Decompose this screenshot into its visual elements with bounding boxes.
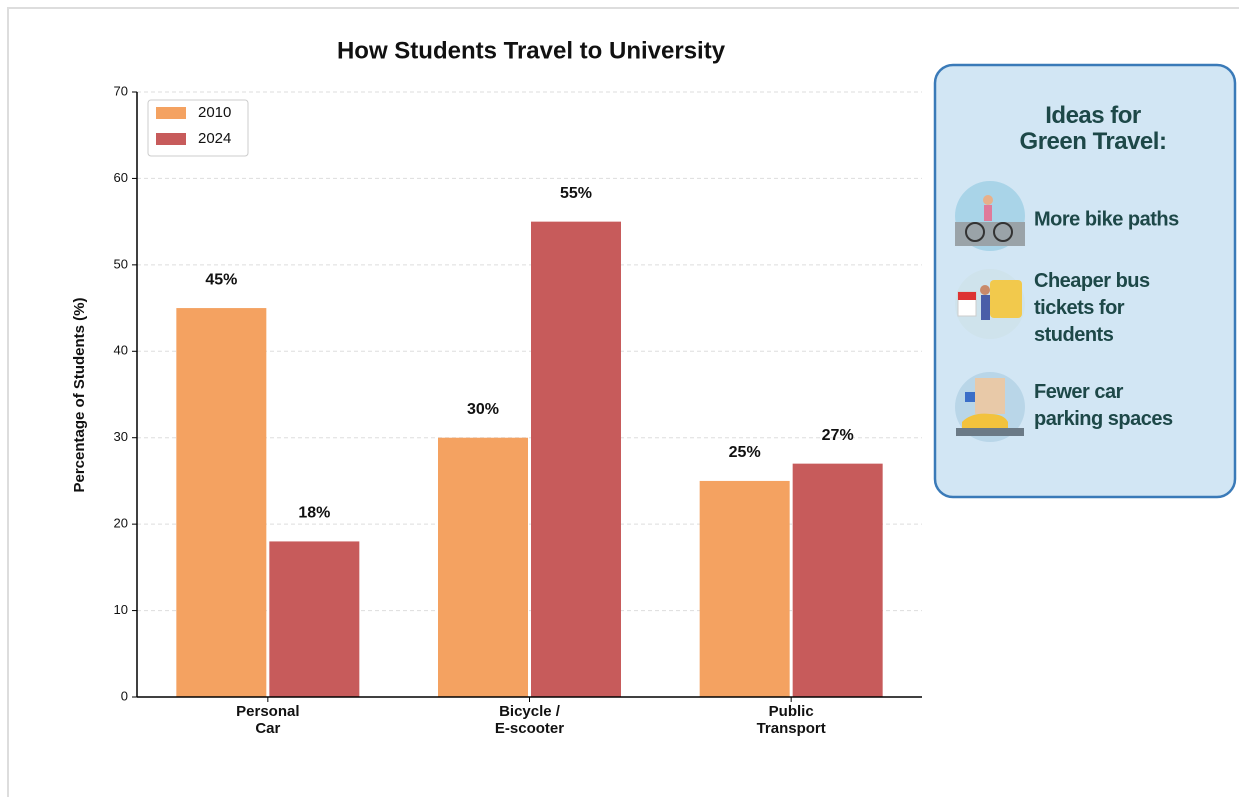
legend-label: 2010: [198, 104, 231, 121]
y-tick-label: 20: [114, 516, 128, 531]
text-line: Car: [255, 720, 280, 737]
value-label: 30%: [467, 401, 499, 418]
value-label: 25%: [729, 444, 761, 461]
value-label: 55%: [560, 185, 592, 202]
panel-item: Fewer car parking spaces: [1034, 381, 1173, 430]
panel-title: Ideas for Green Travel:: [1020, 102, 1167, 155]
text-line: Cheaper bus: [1034, 270, 1150, 292]
icon-bus: [955, 269, 1025, 339]
text-line: Bicycle /: [499, 703, 561, 720]
bar: [699, 480, 790, 697]
y-tick-label: 10: [114, 602, 128, 617]
value-label: 45%: [205, 271, 237, 288]
text-line: parking spaces: [1034, 408, 1173, 430]
text-line: Personal: [236, 703, 299, 720]
x-tick-label: Public Transport: [757, 703, 826, 737]
bar: [792, 463, 883, 697]
panel-item: Cheaper bus tickets for students: [1034, 270, 1150, 346]
y-tick-label: 0: [121, 688, 128, 703]
bar: [176, 308, 267, 697]
icon-bike: [955, 181, 1025, 251]
bar: [438, 437, 528, 697]
legend-swatch: [156, 133, 186, 145]
x-tick-label: Bicycle / E-scooter: [495, 703, 564, 737]
y-tick-label: 60: [114, 170, 128, 185]
y-tick-label: 40: [114, 343, 128, 358]
frame: [7, 7, 1239, 797]
x-tick-label: Personal Car: [236, 703, 299, 737]
chart-title: How Students Travel to University: [337, 37, 726, 64]
legend-label: 2024: [198, 130, 231, 147]
y-tick-label: 50: [114, 256, 128, 271]
y-axis-label: Percentage of Students (%): [71, 297, 88, 492]
panel-item: More bike paths: [1034, 208, 1179, 230]
icon-parking: [955, 372, 1025, 442]
y-tick-label: 30: [114, 429, 128, 444]
text-line: Transport: [757, 720, 826, 737]
value-label: 18%: [298, 505, 330, 522]
text-line: students: [1034, 324, 1114, 346]
value-label: 27%: [822, 427, 854, 444]
text-line: Fewer car: [1034, 381, 1124, 403]
bar: [269, 541, 360, 697]
text-line: Ideas for: [1045, 102, 1141, 129]
text-line: Green Travel:: [1020, 128, 1167, 155]
bar: [531, 221, 621, 697]
text-line: E-scooter: [495, 720, 564, 737]
legend-swatch: [156, 107, 186, 119]
y-tick-label: 70: [114, 83, 128, 98]
text-line: Public: [769, 703, 814, 720]
text-line: tickets for: [1034, 297, 1125, 319]
